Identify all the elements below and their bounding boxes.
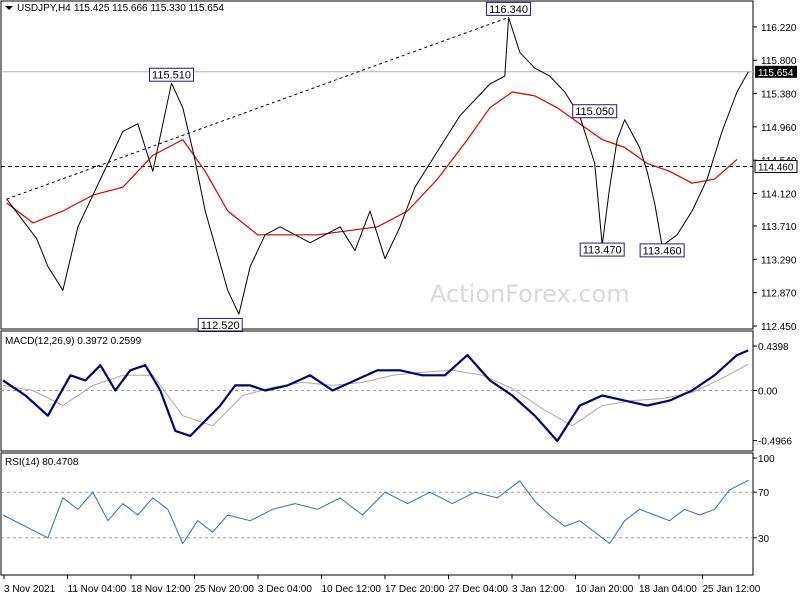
price-y-tick-label: 114.960 — [761, 123, 797, 134]
x-tick-label: 18 Nov 12:00 — [131, 584, 191, 595]
rsi-pane: 100 70 30 RSI(14) 80.4708 — [0, 452, 775, 576]
last-price-tag — [755, 65, 797, 78]
macd-line — [2, 349, 749, 443]
annotation-box — [486, 1, 532, 16]
annotation-box — [149, 67, 195, 82]
x-tick-label: 3 Jan 12:00 — [512, 584, 565, 595]
trend-line — [6, 16, 509, 200]
x-tick-label: 25 Jan 12:00 — [703, 584, 761, 595]
watermark: ActionForex.com — [430, 280, 630, 308]
annotation-box — [579, 242, 625, 257]
rsi-y-tick-label: 100 — [758, 454, 775, 465]
annotation-label: 113.470 — [583, 245, 622, 257]
annotation-label: 112.520 — [201, 320, 240, 332]
macd-title: MACD(12,26,9) 0.3972 0.2599 — [5, 336, 142, 347]
rsi-y-tick-label: 30 — [758, 534, 770, 545]
annotation-label: 113.460 — [643, 245, 682, 257]
price-y-tick-label: 113.290 — [761, 255, 797, 266]
price-y-tick-label: 116.220 — [761, 23, 797, 34]
x-tick-label: 27 Dec 04:00 — [449, 584, 509, 595]
macd-signal-line — [2, 363, 749, 427]
moving-average-line — [6, 91, 738, 236]
x-tick-label: 3 Dec 04:00 — [258, 584, 312, 595]
rsi-line — [2, 479, 749, 544]
level-tag — [754, 160, 798, 174]
price-y-tick-label: 114.120 — [761, 190, 797, 201]
annotation-box — [639, 243, 685, 258]
annotation-box — [572, 104, 618, 119]
x-tick-label: 10 Dec 12:00 — [322, 584, 382, 595]
macd-y-tick-label: 0.4398 — [758, 342, 789, 353]
x-tick-label: 10 Jan 20:00 — [576, 584, 634, 595]
macd-pane-frame — [0, 330, 754, 452]
x-tick-label: 17 Dec 20:00 — [385, 584, 445, 595]
x-axis: 3 Nov 2021 11 Nov 04:00 18 Nov 12:00 25 Nov… — [3, 575, 761, 595]
price-title: USDJPY,H4 — [17, 3, 71, 14]
rsi-y-tick-label: 70 — [758, 488, 770, 499]
price-line — [6, 16, 749, 315]
x-tick-label: 3 Nov 2021 — [4, 584, 56, 595]
price-pane: 116.340 115.510 115.050 113.470 113.460 112.5… — [0, 0, 798, 333]
rsi-title: RSI(14) 80.4708 — [5, 457, 79, 468]
macd-y-tick-label: -0.4966 — [758, 437, 792, 448]
price-y-tick-label: 112.870 — [761, 289, 797, 300]
price-ohlc: 115.425 115.666 115.330 115.654 — [74, 3, 224, 14]
last-price-label: 115.654 — [758, 68, 794, 79]
annotation-label: 115.510 — [152, 70, 191, 82]
price-pane-frame — [0, 0, 754, 330]
price-y-tick-label: 112.450 — [761, 322, 797, 333]
price-y-tick-label: 115.380 — [761, 90, 797, 101]
x-tick-label: 18 Jan 04:00 — [639, 584, 697, 595]
macd-y-tick-label: 0.00 — [758, 386, 778, 397]
annotation-label: 116.340 — [489, 4, 528, 16]
macd-pane: 0.4398 0.00 -0.4966 MACD(12,26,9) 0.3972 0… — [0, 330, 792, 452]
price-y-tick-label: 115.800 — [761, 56, 797, 67]
level-label: 114.460 — [758, 163, 794, 174]
price-y-tick-label: 113.710 — [761, 222, 797, 233]
annotation-label: 115.050 — [575, 106, 614, 118]
x-tick-label: 25 Nov 20:00 — [195, 584, 255, 595]
x-tick-label: 11 Nov 04:00 — [68, 584, 127, 595]
rsi-pane-frame — [0, 452, 754, 576]
triangle-down-icon[interactable] — [5, 6, 13, 10]
